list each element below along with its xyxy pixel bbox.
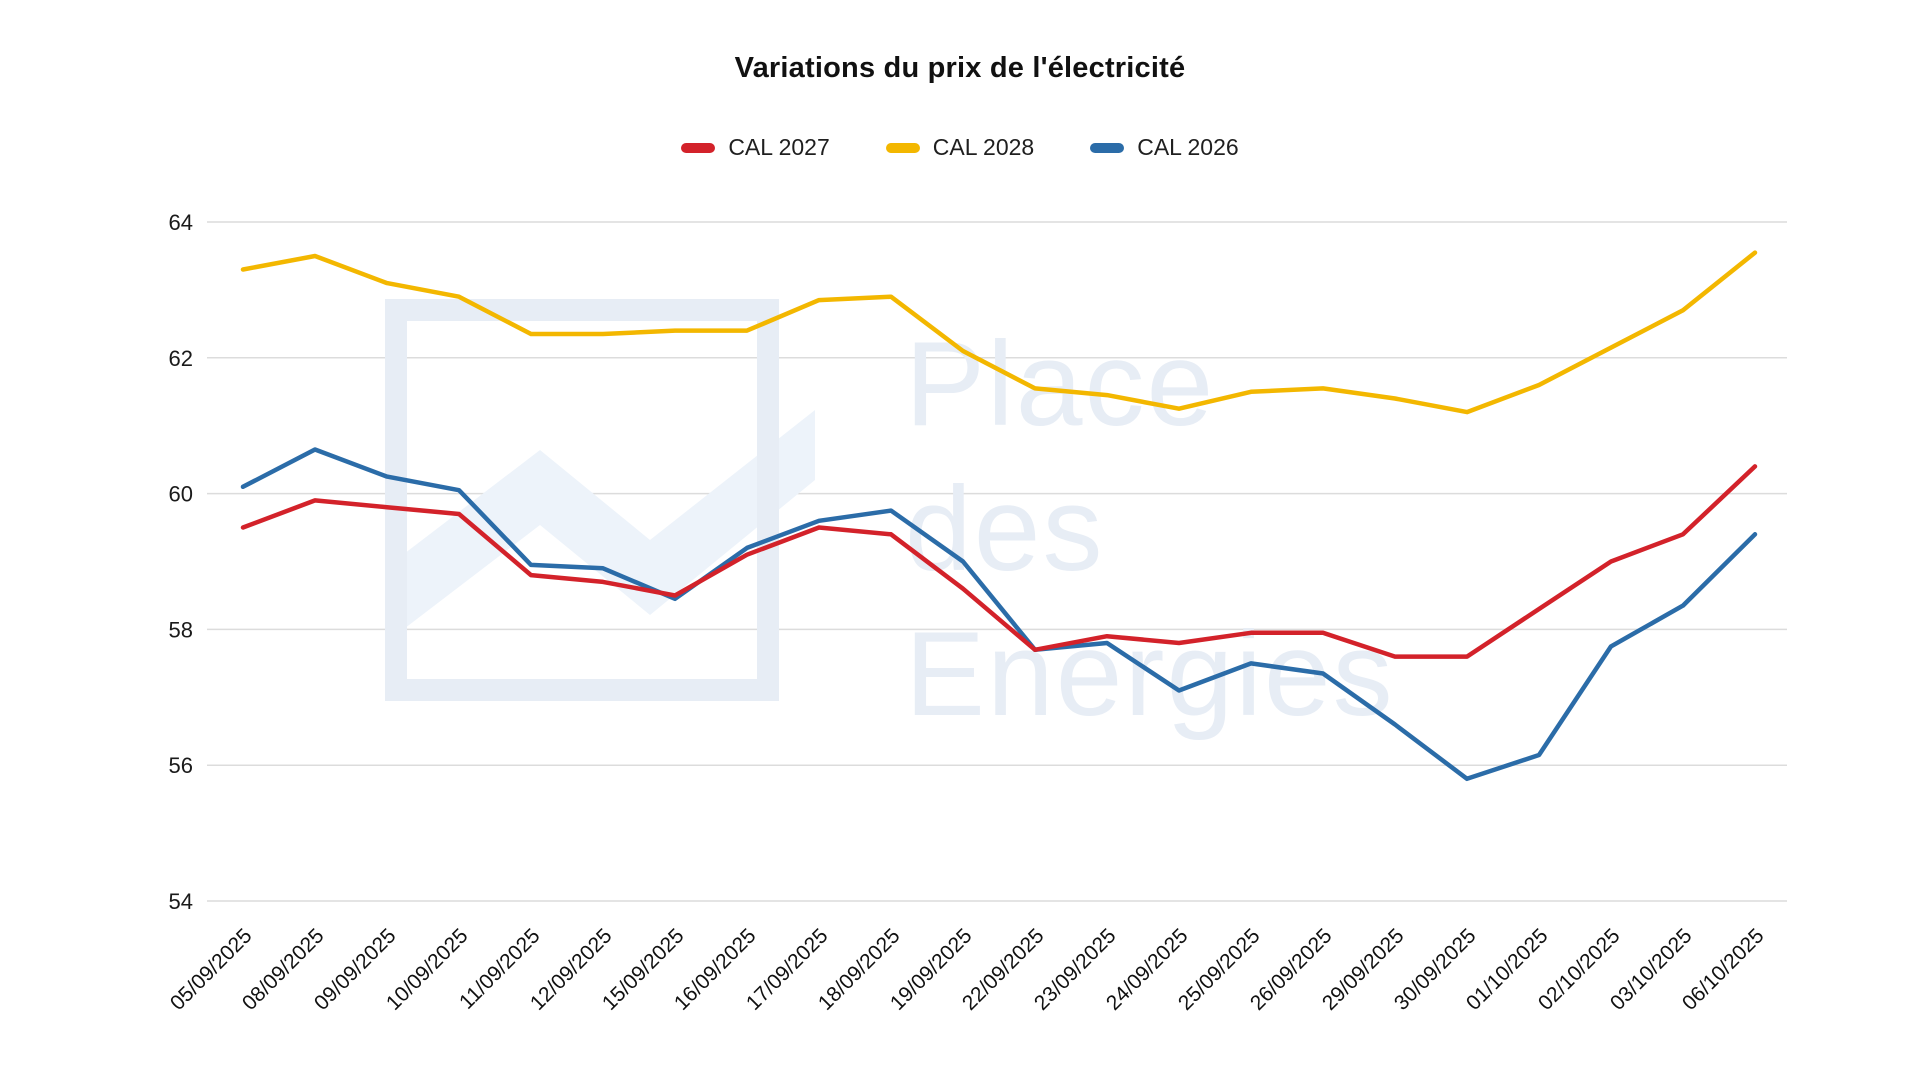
- series-line-cal-2027: [240, 464, 1758, 659]
- y-axis-tick-label: 64: [169, 210, 193, 235]
- legend-item-cal-2028[interactable]: CAL 2028: [885, 134, 1035, 161]
- watermark-text: Place: [905, 317, 1215, 451]
- gridlines: 54 56 58 60 62 64: [169, 210, 1787, 914]
- x-axis-labels: 05/09/202508/09/202509/09/202510/09/2025…: [166, 924, 1769, 1015]
- chart-title: Variations du prix de l'électricité: [734, 52, 1186, 84]
- legend-label: CAL 2026: [1137, 134, 1239, 160]
- y-axis-tick-label: 56: [169, 753, 193, 778]
- legend-swatch-cal-2027: [681, 142, 716, 153]
- legend-item-cal-2026[interactable]: CAL 2026: [1090, 134, 1239, 161]
- y-axis-tick-label: 58: [169, 617, 193, 642]
- y-axis-tick-label: 60: [169, 482, 193, 507]
- legend-label: CAL 2028: [932, 134, 1035, 160]
- series-line-cal-2028: [240, 250, 1758, 415]
- legend-item-cal-2027[interactable]: CAL 2027: [681, 134, 830, 161]
- legend-swatch-cal-2028: [885, 142, 920, 153]
- series-line-cal-2026: [240, 447, 1758, 782]
- watermark-text: des: [905, 462, 1104, 596]
- legend-swatch-cal-2026: [1090, 142, 1125, 153]
- y-axis-tick-label: 54: [169, 889, 193, 914]
- chart-legend: CAL 2027 CAL 2028 CAL 2026: [0, 134, 1920, 161]
- watermark-logo-square: [385, 299, 779, 701]
- y-axis-tick-label: 62: [169, 346, 193, 371]
- legend-label: CAL 2027: [728, 134, 830, 160]
- watermark-logo-zigzag: [396, 410, 815, 635]
